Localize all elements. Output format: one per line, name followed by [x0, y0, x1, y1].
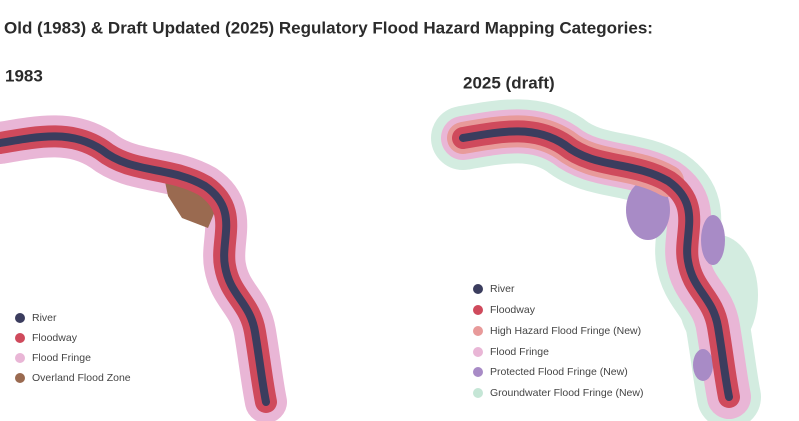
panel-label: 2025 (draft) — [463, 73, 555, 92]
legend-swatch — [15, 333, 25, 343]
legend-label: Flood Fringe — [490, 346, 549, 358]
legend-swatch — [473, 347, 483, 357]
legend-label: River — [32, 312, 57, 324]
legend-2025: River Floodway High Hazard Flood Fringe … — [473, 283, 643, 399]
legend-label: Flood Fringe — [32, 352, 91, 364]
legend-label: Protected Flood Fringe (New) — [490, 366, 628, 378]
legend-swatch — [473, 284, 483, 294]
legend-swatch — [473, 326, 483, 336]
legend-label: Overland Flood Zone — [32, 372, 131, 384]
legend-label: Floodway — [490, 304, 536, 316]
legend-label: High Hazard Flood Fringe (New) — [490, 325, 641, 337]
legend-label: Groundwater Flood Fringe (New) — [490, 387, 643, 399]
legend-label: Floodway — [32, 332, 78, 344]
panel-label: 1983 — [5, 66, 43, 85]
title: Old (1983) & Draft Updated (2025) Regula… — [4, 18, 653, 37]
map-1983 — [0, 136, 266, 402]
legend-1983: River Floodway Flood Fringe Overland Flo… — [15, 312, 131, 384]
legend-label: River — [490, 283, 515, 295]
map-2025 — [463, 131, 758, 397]
legend-swatch — [473, 367, 483, 377]
legend-swatch — [15, 353, 25, 363]
legend-swatch — [15, 373, 25, 383]
legend-swatch — [473, 305, 483, 315]
legend-swatch — [15, 313, 25, 323]
legend-swatch — [473, 388, 483, 398]
